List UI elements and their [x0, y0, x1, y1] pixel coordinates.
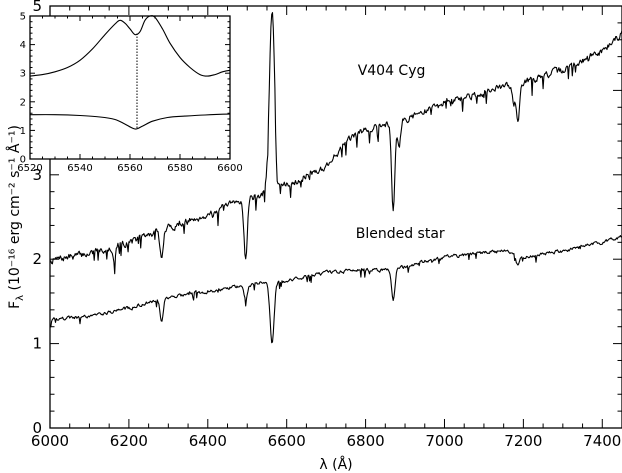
main-y-tick-label: 3 — [32, 166, 42, 184]
inset-x-tick-label: 6580 — [167, 163, 192, 174]
main-plot-frame — [49, 5, 622, 429]
main-x-tick-label: 7000 — [425, 432, 463, 450]
main-y-tick-label: 5 — [32, 0, 42, 15]
inset-tick-labels: 6520 6540 6560 6580 6600 0 1 2 3 4 5 — [17, 12, 242, 175]
inset-x-tick-label: 6560 — [117, 163, 142, 174]
main-plot: 6000 6200 6400 6600 6800 7000 7200 7400 0 1 2 3 4 5 V… — [6, 0, 622, 473]
inset-y-tick-label: 4 — [20, 40, 26, 51]
annotation-blended-star: Blended star — [356, 226, 445, 242]
inset-background — [30, 16, 230, 159]
inset-plot: 6520 6540 6560 6580 6600 0 1 2 3 4 5 — [17, 12, 242, 175]
inset-y-tick-label: 1 — [20, 126, 26, 137]
main-x-tick-label: 6200 — [110, 432, 148, 450]
inset-x-tick-label: 6600 — [217, 163, 242, 174]
y-axis-label: Fλ (10⁻¹⁶ erg cm⁻² s⁻¹ Å⁻¹) — [6, 125, 26, 309]
inset-x-tick-label: 6540 — [67, 163, 92, 174]
main-x-tick-label: 6000 — [31, 432, 69, 450]
main-tick-labels: 60006200640066006800700072007400012345 — [31, 0, 621, 450]
main-y-tick-label: 0 — [32, 419, 42, 437]
main-x-tick-label: 7200 — [504, 432, 542, 450]
y-axis-label-units: (10⁻¹⁶ erg cm⁻² s⁻¹ Å⁻¹) — [6, 125, 23, 295]
x-axis-label: λ (Å) — [319, 456, 352, 473]
main-x-tick-label: 7400 — [583, 432, 621, 450]
main-y-tick-label: 1 — [32, 335, 42, 353]
y-axis-label-subscript: λ — [15, 295, 26, 301]
series-blended-star-spectrum — [50, 235, 622, 344]
inset-y-tick-label: 2 — [20, 97, 26, 108]
annotation-v404-cyg: V404 Cyg — [358, 63, 426, 79]
series-v404-cyg-spectrum — [49, 12, 622, 275]
inset-x-tick-label: 6520 — [17, 163, 42, 174]
inset-v404-cyg-h-alpha-profile — [29, 15, 231, 77]
main-x-tick-label: 6800 — [346, 432, 384, 450]
inset-y-tick-label: 5 — [20, 12, 26, 23]
y-axis-label-symbol: F — [7, 301, 23, 309]
inset-axis-ticks — [29, 15, 231, 160]
main-y-tick-label: 2 — [32, 250, 42, 268]
main-x-tick-label: 6400 — [189, 432, 227, 450]
inset-blended-star-h-alpha-profile — [29, 113, 231, 130]
inset-y-tick-label: 3 — [20, 69, 26, 80]
inset-y-tick-label: 0 — [20, 155, 26, 166]
main-x-tick-label: 6600 — [268, 432, 306, 450]
